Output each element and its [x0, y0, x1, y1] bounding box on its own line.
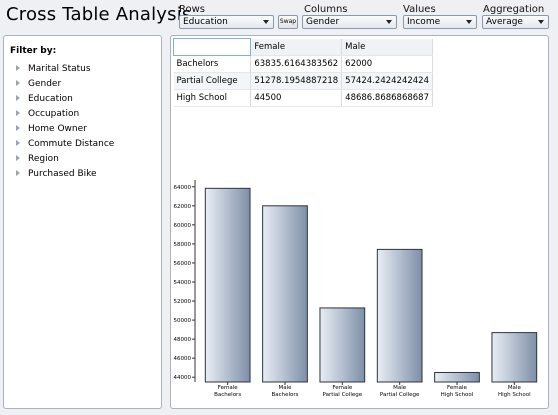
- filter-item-label: Marital Status: [28, 64, 91, 74]
- values-dropdown-value: Income: [407, 17, 441, 27]
- grid-header-row: Female Male: [172, 38, 433, 56]
- filter-item-purchased-bike[interactable]: Purchased Bike: [16, 168, 97, 180]
- chevron-down-icon: [538, 20, 544, 24]
- table-row[interactable]: Bachelors 63835.6164383562 62000: [173, 55, 433, 73]
- grid-corner-cell[interactable]: [172, 38, 252, 56]
- x-tick-label: Bachelors: [271, 392, 298, 398]
- grid-column-header-female[interactable]: Female: [250, 38, 343, 56]
- table-row[interactable]: Partial College 51278.1954887218 57424.2…: [173, 72, 433, 90]
- values-dropdown[interactable]: Income: [403, 15, 477, 29]
- y-tick-label: 60000: [174, 223, 192, 229]
- x-tick-label: Female: [218, 385, 239, 391]
- y-tick-label: 52000: [174, 299, 192, 305]
- y-tick-label: 46000: [174, 356, 192, 362]
- expand-arrow-icon: [16, 169, 20, 176]
- x-tick-label: High School: [441, 392, 474, 398]
- grid-cell: 51278.1954887218: [250, 72, 343, 90]
- filter-item-label: Education: [28, 94, 73, 104]
- x-tick-label: Female: [447, 385, 468, 391]
- grid-cell: 57424.2424242424: [341, 72, 433, 90]
- filter-item-label: Occupation: [28, 109, 80, 119]
- filter-item-commute-distance[interactable]: Commute Distance: [16, 138, 114, 150]
- filter-item-label: Commute Distance: [28, 139, 115, 149]
- expand-arrow-icon: [16, 124, 20, 131]
- grid-row-label: Partial College: [173, 72, 252, 90]
- rows-label: Rows: [179, 4, 206, 15]
- filter-item-education[interactable]: Education: [16, 93, 73, 105]
- filter-item-gender[interactable]: Gender: [16, 78, 61, 90]
- columns-dropdown-value: Gender: [306, 17, 340, 27]
- chevron-down-icon: [386, 20, 392, 24]
- x-tick-label: Male: [393, 385, 407, 391]
- y-tick-label: 64000: [174, 185, 192, 191]
- grid-cell: 63835.6164383562: [250, 55, 343, 73]
- filter-item-home-owner[interactable]: Home Owner: [16, 123, 87, 135]
- rows-dropdown-value: Education: [183, 17, 228, 27]
- expand-arrow-icon: [16, 154, 20, 161]
- swap-button[interactable]: Swap: [278, 15, 298, 29]
- x-tick-label: Male: [508, 385, 522, 391]
- grid-cell: 62000: [341, 55, 433, 73]
- expand-arrow-icon: [16, 109, 20, 116]
- expand-arrow-icon: [16, 94, 20, 101]
- x-tick-label: Bachelors: [214, 392, 241, 398]
- grid-cell: 44500: [250, 89, 343, 107]
- y-tick-label: 58000: [174, 242, 192, 248]
- filter-item-marital-status[interactable]: Marital Status: [16, 63, 91, 75]
- table-row[interactable]: High School 44500 48686.8686868687: [173, 89, 433, 107]
- values-label: Values: [403, 4, 436, 15]
- cross-table-grid: Female Male Bachelors 63835.6164383562 6…: [172, 38, 433, 107]
- x-tick-label: Male: [278, 385, 292, 391]
- bar: [376, 248, 423, 383]
- chevron-down-icon: [466, 20, 472, 24]
- expand-arrow-icon: [16, 79, 20, 86]
- x-tick-label: High School: [498, 392, 531, 398]
- filter-title: Filter by:: [10, 46, 57, 56]
- expand-arrow-icon: [16, 139, 20, 146]
- results-panel: Female Male Bachelors 63835.6164383562 6…: [170, 35, 549, 409]
- chevron-down-icon: [263, 20, 269, 24]
- x-tick-label: Female: [332, 385, 353, 391]
- grid-cell: 48686.8686868687: [341, 89, 433, 107]
- x-tick-label: Partial College: [380, 392, 420, 398]
- aggregation-dropdown-value: Average: [486, 17, 523, 27]
- expand-arrow-icon: [16, 64, 20, 71]
- y-tick-label: 48000: [174, 337, 192, 343]
- bar: [204, 187, 251, 383]
- filter-item-label: Region: [28, 154, 59, 164]
- rows-dropdown[interactable]: Education: [179, 15, 274, 29]
- bar-chart: 64000 62000 60000 58000 56000 54000 52000 50000…: [174, 180, 538, 398]
- y-tick-label: 50000: [174, 318, 192, 324]
- filter-item-region[interactable]: Region: [16, 153, 59, 165]
- y-tick-label: 62000: [174, 204, 192, 210]
- filter-item-label: Home Owner: [28, 124, 87, 134]
- bar: [262, 205, 308, 383]
- page-title: Cross Table Analysis: [6, 4, 192, 25]
- y-tick-label: 54000: [174, 280, 192, 286]
- grid-column-header-male[interactable]: Male: [341, 38, 433, 56]
- filter-item-label: Gender: [28, 79, 62, 89]
- columns-dropdown[interactable]: Gender: [302, 15, 397, 29]
- columns-label: Columns: [304, 4, 348, 15]
- y-tick-label: 56000: [174, 261, 192, 267]
- y-tick-label: 44000: [174, 375, 192, 381]
- filter-panel: Filter by: Marital Status Gender Educati…: [3, 35, 162, 409]
- bar: [434, 371, 480, 383]
- grid-row-label: Bachelors: [173, 55, 252, 73]
- filter-item-occupation[interactable]: Occupation: [16, 108, 79, 120]
- bar: [319, 307, 366, 383]
- x-tick-label: Partial College: [323, 392, 363, 398]
- aggregation-dropdown[interactable]: Average: [482, 15, 549, 29]
- filter-item-label: Purchased Bike: [28, 169, 97, 179]
- bar: [491, 332, 538, 383]
- grid-row-label: High School: [173, 89, 252, 107]
